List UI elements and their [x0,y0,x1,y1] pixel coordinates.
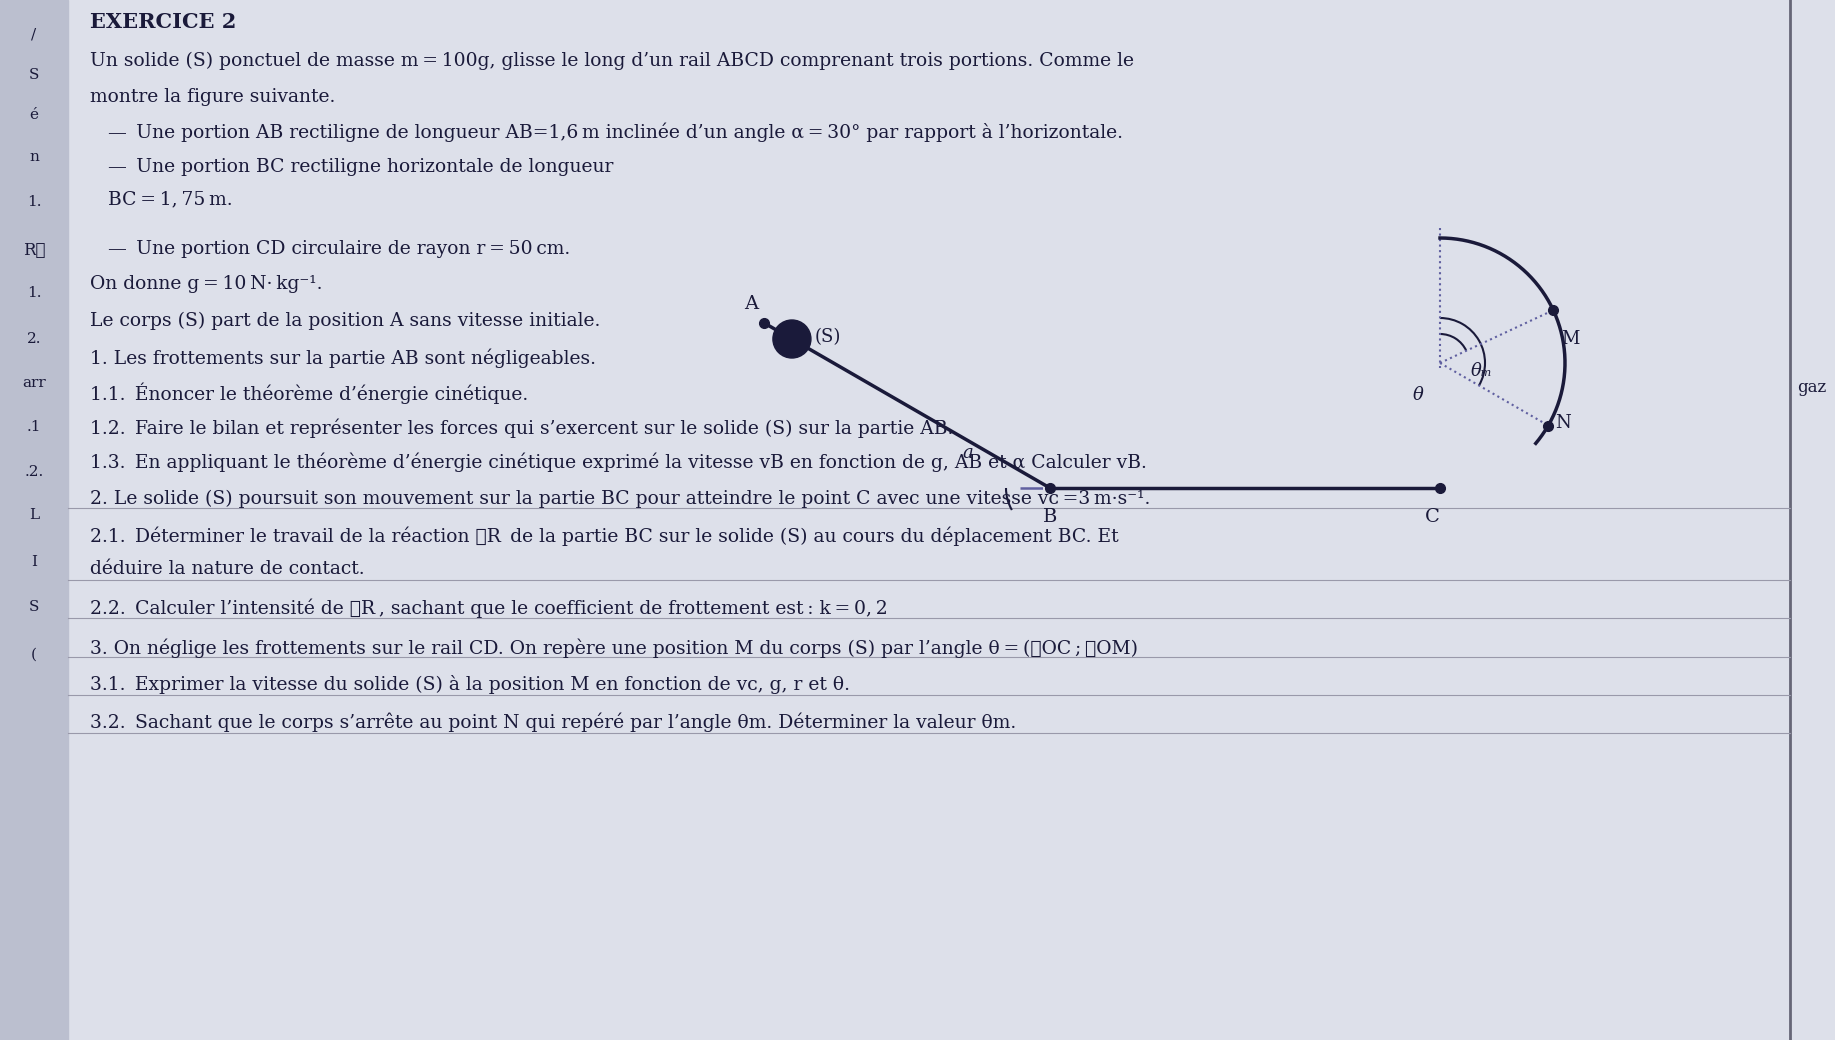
Text: — Une portion BC rectiligne horizontale de longueur: — Une portion BC rectiligne horizontale … [108,158,613,176]
Text: 3. On néglige les frottements sur le rail CD. On repère une position M du corps : 3. On néglige les frottements sur le rai… [90,638,1138,657]
Text: On donne g = 10 N· kg⁻¹.: On donne g = 10 N· kg⁻¹. [90,275,323,293]
Text: 1.: 1. [28,196,40,209]
Text: B: B [1042,508,1057,526]
Text: S: S [29,600,39,614]
Text: /: / [31,28,37,42]
Text: 2.1. Déterminer le travail de la réaction ⃗R de la partie BC sur le solide (S) a: 2.1. Déterminer le travail de la réactio… [90,527,1119,546]
Text: montre la figure suivante.: montre la figure suivante. [90,88,336,106]
Text: N: N [1556,415,1571,433]
Text: .1: .1 [28,420,40,434]
Text: Le corps (S) part de la position A sans vitesse initiale.: Le corps (S) part de la position A sans … [90,312,600,331]
Text: 3.1. Exprimer la vitesse du solide (S) à la position M en fonction de vᴄ, g, r e: 3.1. Exprimer la vitesse du solide (S) à… [90,675,850,694]
Text: 1. Les frottements sur la partie AB sont négligeables.: 1. Les frottements sur la partie AB sont… [90,348,596,367]
Text: (S): (S) [815,328,840,346]
Text: — Une portion CD circulaire de rayon r = 50 cm.: — Une portion CD circulaire de rayon r =… [108,240,571,258]
Text: θₘ: θₘ [1472,362,1494,380]
Text: C: C [1424,508,1439,526]
Text: R⃗: R⃗ [22,242,46,259]
Text: .2.: .2. [24,465,44,479]
Text: arr: arr [22,376,46,390]
Text: Un solide (S) ponctuel de masse m = 100g, glisse le long d’un rail ABCD comprena: Un solide (S) ponctuel de masse m = 100g… [90,52,1134,71]
Text: S: S [29,68,39,82]
Text: BC = 1, 75 m.: BC = 1, 75 m. [108,190,233,208]
Text: 1.1. Énoncer le théorème d’énergie cinétique.: 1.1. Énoncer le théorème d’énergie cinét… [90,383,528,405]
Text: A: A [743,295,758,313]
Text: 1.: 1. [28,286,40,300]
Text: M: M [1562,330,1580,348]
Text: EXERCICE 2: EXERCICE 2 [90,12,237,32]
Text: gaz: gaz [1796,380,1826,396]
Text: é: é [29,108,39,122]
Circle shape [773,320,811,358]
Text: 2.2. Calculer l’intensité de ⃗R , sachant que le coefficient de frottement est :: 2.2. Calculer l’intensité de ⃗R , sachan… [90,598,888,618]
Text: I: I [31,555,37,569]
Text: L: L [29,508,39,522]
Text: 2. Le solide (S) poursuit son mouvement sur la partie BC pour atteindre le point: 2. Le solide (S) poursuit son mouvement … [90,490,1151,509]
Text: θ: θ [1413,386,1424,404]
Text: n: n [29,150,39,164]
Text: 1.3. En appliquant le théorème d’énergie cinétique exprimé la vitesse vB en fonc: 1.3. En appliquant le théorème d’énergie… [90,453,1147,472]
Text: a: a [963,444,973,462]
Bar [0,0,68,1040]
Text: 2.: 2. [28,332,40,346]
Text: — Une portion AB rectiligne de longueur AB=1,6 m inclinée d’un angle α = 30° par: — Une portion AB rectiligne de longueur … [108,122,1123,141]
Text: 1.2. Faire le bilan et représenter les forces qui s’exercent sur le solide (S) s: 1.2. Faire le bilan et représenter les f… [90,418,954,438]
Text: 3.2. Sachant que le corps s’arrête au point N qui repéré par l’angle θm. Détermi: 3.2. Sachant que le corps s’arrête au po… [90,712,1017,731]
Text: déduire la nature de contact.: déduire la nature de contact. [90,560,365,578]
Text: (: ( [31,648,37,662]
